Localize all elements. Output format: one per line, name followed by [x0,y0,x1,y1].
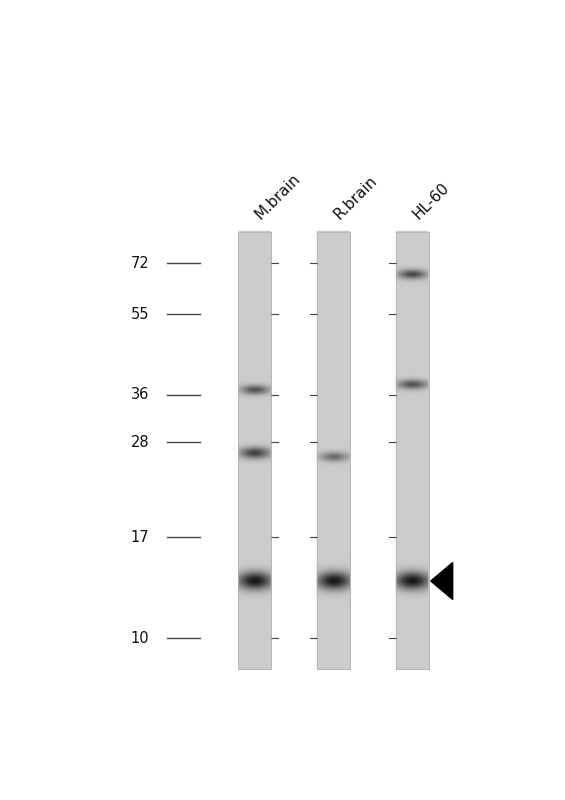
Bar [396,231,429,669]
Bar [317,231,350,669]
Text: HL-60: HL-60 [410,180,452,222]
Text: 17: 17 [131,530,149,545]
Text: 72: 72 [131,255,149,270]
Text: 10: 10 [131,630,149,646]
Bar [238,231,271,669]
Bar [396,231,429,669]
Text: 36: 36 [131,387,149,402]
Text: R.brain: R.brain [331,174,380,222]
Bar [317,231,350,669]
Text: M.brain: M.brain [253,171,303,222]
Polygon shape [431,562,453,599]
Text: 28: 28 [131,435,149,450]
Bar [238,231,271,669]
Text: 55: 55 [131,306,149,322]
